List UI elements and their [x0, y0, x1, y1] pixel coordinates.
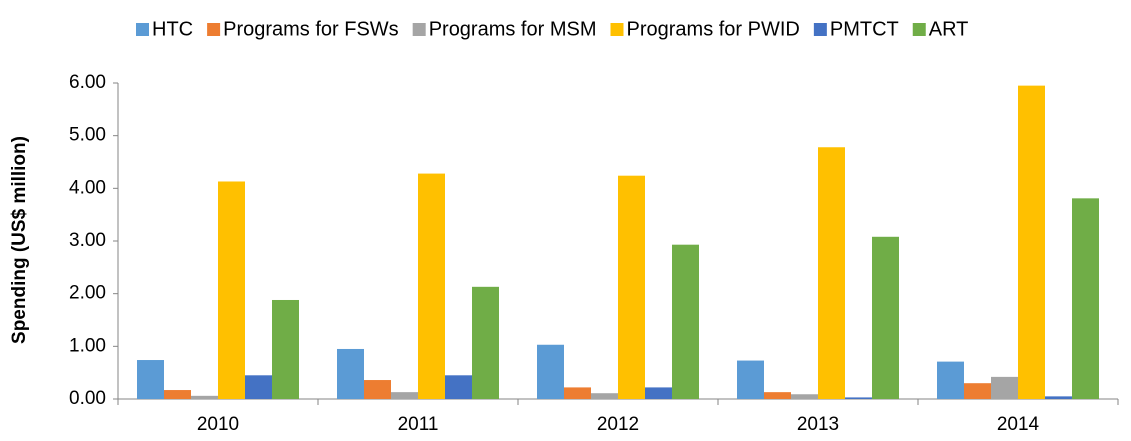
- bar: [364, 380, 391, 399]
- bar: [1072, 198, 1099, 399]
- x-tick-label: 2013: [797, 414, 839, 435]
- x-tick-label: 2014: [997, 414, 1040, 435]
- bar: [445, 375, 472, 399]
- bar: [137, 360, 164, 399]
- bar: [418, 173, 445, 399]
- bar: [964, 383, 991, 399]
- x-tick-label: 2011: [398, 414, 439, 435]
- bar: [164, 390, 191, 399]
- bar: [991, 376, 1018, 399]
- bar: [591, 393, 618, 399]
- legend-label: Programs for FSWs: [223, 18, 399, 40]
- legend-swatch: [610, 23, 624, 36]
- bar: [272, 299, 299, 399]
- bar: [391, 392, 418, 399]
- bar: [564, 387, 591, 399]
- legend-swatch: [136, 23, 149, 36]
- y-tick-label: 4.00: [69, 177, 106, 198]
- legend-swatch: [207, 23, 221, 36]
- bar: [764, 392, 791, 399]
- bar: [672, 244, 699, 399]
- y-tick-label: 3.00: [69, 230, 106, 251]
- legend-swatch: [813, 23, 827, 36]
- legend-label: PMTCT: [830, 18, 899, 40]
- y-tick-label: 6.00: [69, 72, 106, 93]
- x-tick-label: 2010: [197, 414, 239, 435]
- bar: [818, 147, 845, 399]
- bar: [845, 397, 872, 399]
- bar: [645, 387, 672, 399]
- bar: [937, 361, 964, 399]
- legend-label: ART: [929, 18, 969, 40]
- bar: [337, 348, 364, 399]
- bar: [618, 175, 645, 399]
- y-axis-label: Spending (US$ million): [9, 136, 30, 344]
- x-tick-label: 2012: [597, 414, 639, 435]
- legend-label: Programs for MSM: [429, 18, 597, 40]
- y-tick-label: 2.00: [69, 283, 106, 304]
- bar: [872, 236, 899, 399]
- bar: [245, 375, 272, 399]
- bar: [1018, 85, 1045, 399]
- legend-swatch: [412, 23, 426, 36]
- legend-swatch: [912, 23, 926, 36]
- bar: [791, 394, 818, 399]
- legend-label: HTC: [152, 18, 193, 40]
- bar: [218, 181, 245, 399]
- bar: [472, 286, 499, 399]
- y-tick-label: 5.00: [69, 125, 106, 146]
- bar: [191, 395, 218, 399]
- bar: [1045, 396, 1072, 399]
- legend-label: Programs for PWID: [627, 18, 800, 40]
- bar: [537, 344, 564, 399]
- y-tick-label: 1.00: [69, 335, 106, 356]
- bar: [737, 360, 764, 399]
- y-tick-label: 0.00: [69, 388, 106, 409]
